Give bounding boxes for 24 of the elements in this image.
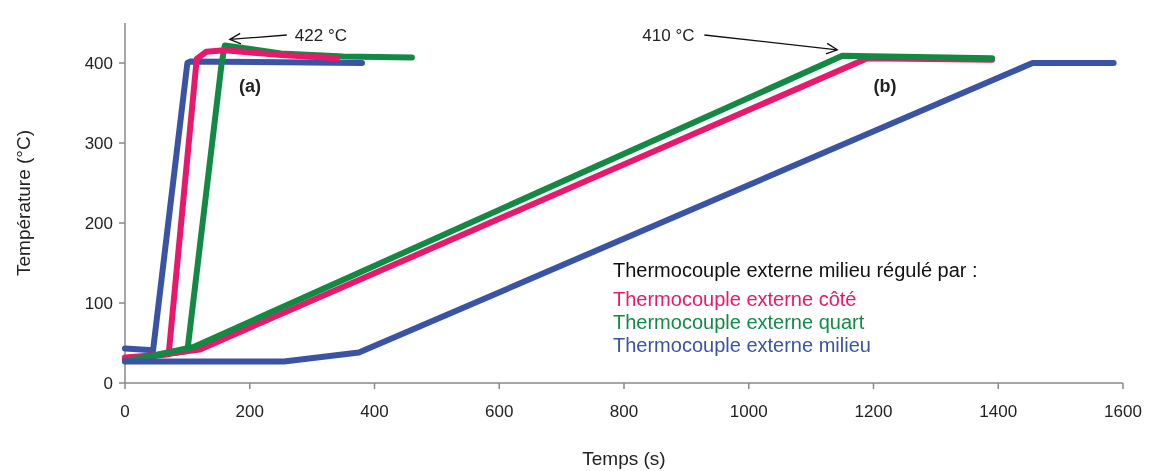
annotation: 422 °C <box>294 25 347 45</box>
x-tick-label: 1400 <box>979 402 1018 421</box>
annotation: (a) <box>239 76 261 97</box>
text: Thermocouple externe quart <box>613 311 865 333</box>
y-tick-label: 300 <box>84 133 113 153</box>
text: Thermocouple externe milieu <box>613 334 871 356</box>
y-axis-title: Température (°C) <box>13 130 34 276</box>
annotation: (b) <box>873 76 897 97</box>
y-tick-label: 0 <box>103 373 113 393</box>
x-tick-label: 400 <box>360 402 389 421</box>
x-tick-label: 1600 <box>1104 402 1142 421</box>
annotation: 410 °C <box>642 25 695 45</box>
x-tick-label: 1000 <box>729 402 768 421</box>
x-axis-title: Temps (s) <box>582 448 666 469</box>
y-tick-label: 400 <box>84 53 113 73</box>
y-tick-label: 200 <box>84 213 113 233</box>
x-tick-label: 800 <box>609 402 639 421</box>
y-tick-label: 100 <box>84 293 113 313</box>
x-tick-label: 600 <box>485 402 514 421</box>
legend-title: Thermocouple externe milieu régulé par : <box>613 259 978 281</box>
x-tick-label: 0 <box>120 402 130 421</box>
text: Thermocouple externe côté <box>613 288 857 310</box>
x-tick-label: 1200 <box>854 402 893 421</box>
x-tick-label: 200 <box>235 402 264 421</box>
